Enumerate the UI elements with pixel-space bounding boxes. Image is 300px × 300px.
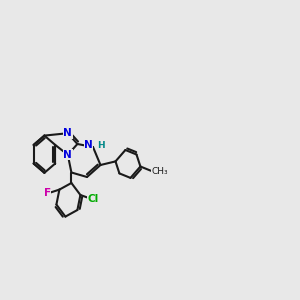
Text: Cl: Cl bbox=[87, 194, 99, 205]
Text: H: H bbox=[98, 141, 105, 150]
Text: CH₃: CH₃ bbox=[152, 167, 168, 176]
Text: F: F bbox=[44, 188, 51, 199]
Text: N: N bbox=[63, 128, 72, 138]
Text: N: N bbox=[63, 150, 72, 160]
Text: N: N bbox=[84, 140, 93, 151]
